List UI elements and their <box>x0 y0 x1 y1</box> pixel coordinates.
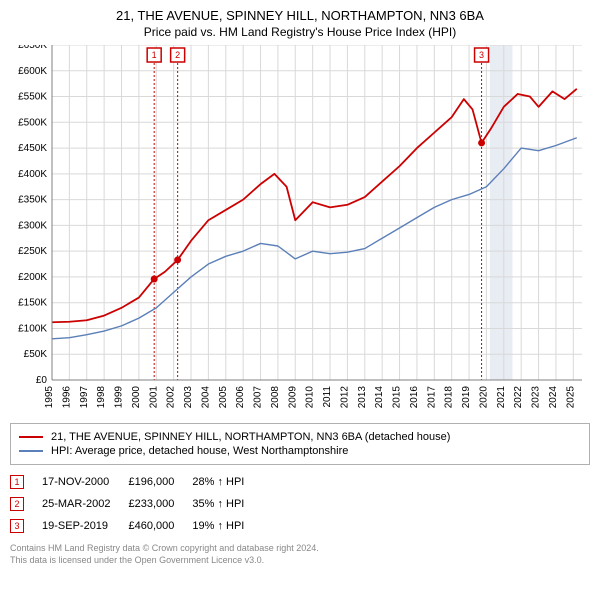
svg-text:2008: 2008 <box>270 386 281 409</box>
svg-text:2015: 2015 <box>392 386 403 409</box>
legend-label: HPI: Average price, detached house, West… <box>51 445 348 457</box>
svg-text:2010: 2010 <box>305 386 316 409</box>
transaction-row: 1 17-NOV-2000£196,00028% ↑ HPI <box>10 471 262 493</box>
svg-text:2001: 2001 <box>148 386 159 409</box>
title-subtitle: Price paid vs. HM Land Registry's House … <box>10 25 590 39</box>
transaction-delta: 35% ↑ HPI <box>192 493 262 515</box>
svg-text:1998: 1998 <box>96 386 107 409</box>
footer-line2: This data is licensed under the Open Gov… <box>10 555 590 567</box>
svg-text:2011: 2011 <box>322 386 333 408</box>
svg-text:2018: 2018 <box>444 386 455 409</box>
transaction-delta: 19% ↑ HPI <box>192 515 262 537</box>
chart-svg: £0 £50K £100K £150K £200K £250K £300K £350K £400… <box>10 45 590 415</box>
transaction-price: £460,000 <box>128 515 192 537</box>
svg-text:3: 3 <box>479 50 484 60</box>
svg-text:£250K: £250K <box>18 246 47 257</box>
svg-text:1996: 1996 <box>61 386 72 409</box>
footer-attribution: Contains HM Land Registry data © Crown c… <box>10 543 590 566</box>
transaction-date: 17-NOV-2000 <box>42 471 128 493</box>
svg-text:1: 1 <box>152 50 157 60</box>
svg-text:2: 2 <box>175 50 180 60</box>
svg-text:2019: 2019 <box>461 386 472 409</box>
legend-item: HPI: Average price, detached house, West… <box>19 444 581 458</box>
transaction-marker: 1 <box>10 475 24 489</box>
svg-text:2004: 2004 <box>200 386 211 409</box>
svg-text:2025: 2025 <box>565 386 576 409</box>
svg-text:£300K: £300K <box>18 220 47 231</box>
svg-text:1997: 1997 <box>79 386 90 409</box>
svg-text:£450K: £450K <box>18 143 47 154</box>
svg-text:£550K: £550K <box>18 92 47 103</box>
footer-line1: Contains HM Land Registry data © Crown c… <box>10 543 590 555</box>
transaction-date: 25-MAR-2002 <box>42 493 128 515</box>
title-address: 21, THE AVENUE, SPINNEY HILL, NORTHAMPTO… <box>10 8 590 23</box>
svg-text:2021: 2021 <box>496 386 507 409</box>
svg-text:£100K: £100K <box>18 323 47 334</box>
svg-text:2007: 2007 <box>253 386 264 409</box>
svg-text:2017: 2017 <box>426 386 437 409</box>
transaction-marker: 2 <box>10 497 24 511</box>
svg-text:2006: 2006 <box>235 386 246 409</box>
transaction-marker: 3 <box>10 519 24 533</box>
svg-text:2002: 2002 <box>166 386 177 409</box>
svg-text:£400K: £400K <box>18 169 47 180</box>
svg-text:£150K: £150K <box>18 298 47 309</box>
svg-text:£350K: £350K <box>18 195 47 206</box>
legend-label: 21, THE AVENUE, SPINNEY HILL, NORTHAMPTO… <box>51 431 450 443</box>
svg-text:2000: 2000 <box>131 386 142 409</box>
svg-text:2005: 2005 <box>218 386 229 409</box>
svg-text:2013: 2013 <box>357 386 368 409</box>
svg-text:2003: 2003 <box>183 386 194 409</box>
svg-text:2012: 2012 <box>339 386 350 409</box>
legend-swatch <box>19 436 43 438</box>
svg-text:2016: 2016 <box>409 386 420 409</box>
transaction-row: 2 25-MAR-2002£233,00035% ↑ HPI <box>10 493 262 515</box>
chart-area: £0 £50K £100K £150K £200K £250K £300K £350K £400… <box>10 45 590 415</box>
svg-text:2022: 2022 <box>513 386 524 409</box>
svg-text:2024: 2024 <box>548 386 559 409</box>
transaction-table: 1 17-NOV-2000£196,00028% ↑ HPI 2 25-MAR-200… <box>10 471 262 537</box>
chart-container: 21, THE AVENUE, SPINNEY HILL, NORTHAMPTO… <box>0 0 600 572</box>
transaction-delta: 28% ↑ HPI <box>192 471 262 493</box>
svg-text:£0: £0 <box>36 375 48 386</box>
transaction-date: 19-SEP-2019 <box>42 515 128 537</box>
svg-text:1995: 1995 <box>44 386 55 409</box>
transaction-row: 3 19-SEP-2019£460,00019% ↑ HPI <box>10 515 262 537</box>
svg-text:2009: 2009 <box>287 386 298 409</box>
legend-item: 21, THE AVENUE, SPINNEY HILL, NORTHAMPTO… <box>19 430 581 444</box>
svg-text:1999: 1999 <box>114 386 125 409</box>
svg-text:£650K: £650K <box>18 45 47 51</box>
legend: 21, THE AVENUE, SPINNEY HILL, NORTHAMPTO… <box>10 423 590 465</box>
transaction-price: £196,000 <box>128 471 192 493</box>
transaction-price: £233,000 <box>128 493 192 515</box>
svg-text:2020: 2020 <box>478 386 489 409</box>
title-block: 21, THE AVENUE, SPINNEY HILL, NORTHAMPTO… <box>10 8 590 39</box>
svg-text:2014: 2014 <box>374 386 385 409</box>
svg-text:£50K: £50K <box>24 349 48 360</box>
svg-text:£600K: £600K <box>18 66 47 77</box>
svg-text:2023: 2023 <box>531 386 542 409</box>
legend-swatch <box>19 450 43 452</box>
svg-text:£200K: £200K <box>18 272 47 283</box>
svg-text:£500K: £500K <box>18 117 47 128</box>
